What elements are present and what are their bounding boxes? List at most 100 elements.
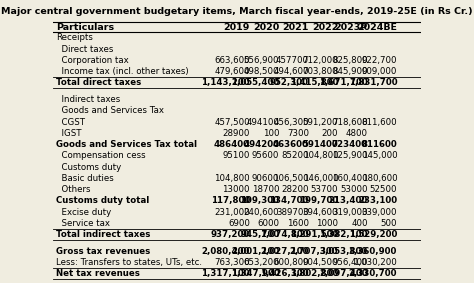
Text: 1,415,800: 1,415,800: [290, 78, 338, 87]
Text: 591,200: 591,200: [303, 118, 338, 127]
Text: 6900: 6900: [228, 219, 250, 228]
Text: 937,200: 937,200: [210, 230, 250, 239]
Text: 7300: 7300: [287, 129, 309, 138]
Text: Customs duty: Customs duty: [56, 163, 121, 171]
Text: 53000: 53000: [340, 185, 368, 194]
Text: 85200: 85200: [282, 151, 309, 160]
Text: 2020: 2020: [253, 23, 279, 32]
Text: 556,900: 556,900: [244, 56, 279, 65]
Text: 457,500: 457,500: [214, 118, 250, 127]
Text: 486400: 486400: [214, 140, 250, 149]
Text: 231,000: 231,000: [214, 207, 250, 216]
Text: 498,500: 498,500: [244, 67, 279, 76]
Text: 811600: 811600: [362, 140, 397, 149]
Text: 1,055,400: 1,055,400: [231, 78, 279, 87]
Text: 2021: 2021: [283, 23, 309, 32]
Text: 200: 200: [322, 129, 338, 138]
Text: 125,900: 125,900: [332, 151, 368, 160]
Text: 180,600: 180,600: [362, 174, 397, 183]
Text: 6000: 6000: [257, 219, 279, 228]
Text: Particulars: Particulars: [56, 23, 114, 32]
Text: Excise duty: Excise duty: [56, 207, 111, 216]
Text: 718,600: 718,600: [332, 118, 368, 127]
Text: 134,700: 134,700: [269, 196, 309, 205]
Text: 845,900: 845,900: [332, 67, 368, 76]
Text: 663,600: 663,600: [214, 56, 250, 65]
Text: 2,330,700: 2,330,700: [349, 269, 397, 278]
Text: 2,707,300: 2,707,300: [290, 247, 338, 256]
Text: 956,400: 956,400: [332, 258, 368, 267]
Text: 145,000: 145,000: [362, 151, 397, 160]
Text: 1600: 1600: [287, 219, 309, 228]
Text: 494,600: 494,600: [273, 67, 309, 76]
Text: 479,600: 479,600: [214, 67, 250, 76]
Text: 146,000: 146,000: [303, 174, 338, 183]
Text: 904,500: 904,500: [303, 258, 338, 267]
Text: 1,671,700: 1,671,700: [319, 78, 368, 87]
Text: 3,360,900: 3,360,900: [349, 247, 397, 256]
Text: 117,800: 117,800: [210, 196, 250, 205]
Text: 2022: 2022: [312, 23, 338, 32]
Text: Goods and Services Tax total: Goods and Services Tax total: [56, 140, 197, 149]
Text: Less: Transfers to states, UTs, etc.: Less: Transfers to states, UTs, etc.: [56, 258, 202, 267]
Text: 1,291,500: 1,291,500: [290, 230, 338, 239]
Text: 104,800: 104,800: [303, 151, 338, 160]
Text: 1,426,300: 1,426,300: [260, 269, 309, 278]
Text: 909,000: 909,000: [362, 67, 397, 76]
Text: Receipts: Receipts: [56, 33, 92, 42]
Text: 463600: 463600: [273, 140, 309, 149]
Text: 456,300: 456,300: [273, 118, 309, 127]
Text: 100: 100: [263, 129, 279, 138]
Text: Net tax revenues: Net tax revenues: [56, 269, 140, 278]
Text: 952,300: 952,300: [270, 78, 309, 87]
Text: 104,800: 104,800: [214, 174, 250, 183]
Text: 703,800: 703,800: [303, 67, 338, 76]
Text: 90600: 90600: [252, 174, 279, 183]
Text: Goods and Services Tax: Goods and Services Tax: [56, 106, 164, 115]
Text: 2,027,100: 2,027,100: [260, 247, 309, 256]
Text: 2,001,100: 2,001,100: [231, 247, 279, 256]
Text: Gross tax revenues: Gross tax revenues: [56, 247, 150, 256]
Text: Basic duties: Basic duties: [56, 174, 114, 183]
Text: Major central government budgetary items, March fiscal year-ends, 2019-25E (in R: Major central government budgetary items…: [1, 7, 473, 16]
Text: Direct taxes: Direct taxes: [56, 45, 113, 53]
Text: 394,600: 394,600: [303, 207, 338, 216]
Text: 4800: 4800: [346, 129, 368, 138]
Text: 763,300: 763,300: [214, 258, 250, 267]
Text: 319,000: 319,000: [332, 207, 368, 216]
Text: 591400: 591400: [302, 140, 338, 149]
Text: 389700: 389700: [276, 207, 309, 216]
Text: 400: 400: [351, 219, 368, 228]
Text: Indirect taxes: Indirect taxes: [56, 95, 120, 104]
Text: 1,382,100: 1,382,100: [319, 230, 368, 239]
Text: 922,700: 922,700: [362, 56, 397, 65]
Text: 213,400: 213,400: [328, 196, 368, 205]
Text: 199,700: 199,700: [299, 196, 338, 205]
Text: Customs duty total: Customs duty total: [56, 196, 149, 205]
Text: Compensation cess: Compensation cess: [56, 151, 146, 160]
Text: 2,097,400: 2,097,400: [319, 269, 368, 278]
Text: 28900: 28900: [222, 129, 250, 138]
Text: 712,000: 712,000: [303, 56, 338, 65]
Text: 240,600: 240,600: [244, 207, 279, 216]
Text: 1,347,900: 1,347,900: [231, 269, 279, 278]
Text: 28200: 28200: [282, 185, 309, 194]
Text: 494100: 494100: [246, 118, 279, 127]
Text: 233,100: 233,100: [358, 196, 397, 205]
Text: 1,030,200: 1,030,200: [354, 258, 397, 267]
Text: CGST: CGST: [56, 118, 85, 127]
Text: 106,500: 106,500: [273, 174, 309, 183]
Text: 339,000: 339,000: [362, 207, 397, 216]
Text: 494200: 494200: [243, 140, 279, 149]
Text: Income tax (incl. other taxes): Income tax (incl. other taxes): [56, 67, 188, 76]
Text: Total indirect taxes: Total indirect taxes: [56, 230, 150, 239]
Text: Corporation tax: Corporation tax: [56, 56, 128, 65]
Text: 160,400: 160,400: [332, 174, 368, 183]
Text: 653,200: 653,200: [244, 258, 279, 267]
Text: 500: 500: [381, 219, 397, 228]
Text: Others: Others: [56, 185, 90, 194]
Text: 825,800: 825,800: [332, 56, 368, 65]
Text: Service tax: Service tax: [56, 219, 110, 228]
Text: 3,053,800: 3,053,800: [319, 247, 368, 256]
Text: 811,600: 811,600: [362, 118, 397, 127]
